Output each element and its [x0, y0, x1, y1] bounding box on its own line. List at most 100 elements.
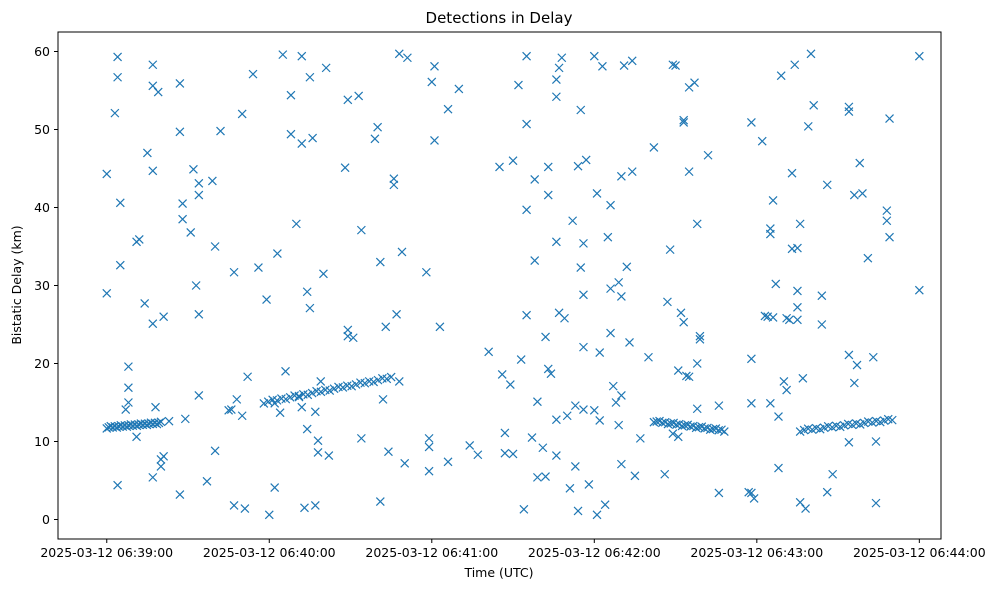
- data-point: [649, 143, 659, 152]
- data-point: [579, 342, 588, 352]
- data-point: [719, 427, 729, 436]
- data-point: [882, 216, 892, 226]
- data-point: [584, 479, 594, 489]
- data-point: [378, 394, 388, 404]
- data-point: [148, 319, 158, 329]
- data-point: [313, 447, 323, 457]
- data-point: [616, 171, 626, 181]
- data-point: [868, 352, 878, 362]
- data-point: [673, 432, 683, 442]
- data-point: [795, 219, 805, 229]
- data-point: [768, 196, 778, 205]
- data-point: [153, 87, 163, 97]
- data-point: [592, 510, 602, 520]
- data-point: [191, 281, 201, 290]
- data-point: [302, 287, 312, 297]
- data-point: [454, 84, 464, 94]
- data-point: [606, 200, 615, 210]
- data-point: [254, 263, 263, 272]
- data-point: [551, 75, 561, 85]
- data-point: [113, 52, 123, 62]
- data-point: [809, 100, 819, 110]
- data-point: [793, 302, 802, 312]
- data-point: [305, 72, 315, 82]
- data-point: [102, 169, 112, 179]
- data-point: [394, 377, 404, 386]
- data-point: [514, 80, 523, 90]
- data-point: [152, 419, 162, 429]
- data-point: [375, 257, 385, 267]
- data-point: [790, 60, 800, 70]
- data-point: [347, 381, 357, 391]
- data-point: [164, 416, 174, 426]
- y-tick-label: 50: [34, 122, 50, 137]
- data-point: [774, 412, 783, 421]
- y-tick-label: 20: [34, 356, 50, 371]
- data-point: [400, 458, 410, 468]
- data-point: [606, 328, 615, 338]
- data-point: [310, 407, 320, 417]
- data-point: [303, 390, 313, 400]
- data-point: [532, 397, 542, 407]
- data-point: [473, 450, 483, 460]
- data-point: [589, 51, 599, 61]
- data-point: [148, 472, 158, 482]
- data-point: [673, 366, 683, 375]
- data-point: [668, 429, 678, 439]
- data-point: [765, 398, 775, 408]
- data-point: [541, 472, 550, 482]
- data-point: [530, 256, 540, 265]
- data-point: [313, 436, 323, 446]
- data-point: [123, 398, 133, 407]
- data-point: [324, 451, 334, 460]
- data-point: [305, 303, 315, 313]
- data-point: [579, 290, 588, 300]
- data-point: [159, 312, 169, 322]
- data-point: [760, 311, 770, 321]
- data-point: [386, 372, 396, 382]
- data-point: [714, 488, 724, 498]
- data-point: [885, 232, 894, 242]
- y-tick-label: 0: [42, 512, 50, 527]
- data-point: [803, 121, 813, 131]
- data-point: [194, 178, 204, 188]
- data-point: [148, 166, 158, 176]
- data-point: [757, 136, 767, 146]
- data-point: [551, 92, 561, 102]
- data-point: [373, 375, 383, 385]
- data-point: [644, 352, 653, 362]
- data-point: [676, 308, 686, 318]
- data-point: [871, 437, 881, 446]
- data-point: [402, 53, 412, 63]
- data-point: [551, 237, 561, 247]
- data-point: [216, 126, 225, 136]
- data-point: [849, 378, 859, 388]
- data-point: [660, 469, 670, 479]
- data-point: [424, 433, 434, 443]
- data-point: [570, 401, 580, 411]
- data-point: [508, 156, 518, 166]
- data-point: [668, 60, 678, 70]
- data-point: [680, 420, 690, 430]
- data-point: [606, 284, 615, 294]
- data-point: [427, 77, 437, 87]
- data-point: [627, 56, 637, 66]
- data-point: [300, 503, 309, 513]
- data-point: [325, 386, 335, 395]
- data-point: [360, 378, 370, 388]
- data-point: [579, 238, 588, 248]
- data-point: [356, 433, 366, 443]
- data-point: [527, 433, 537, 443]
- data-point: [692, 359, 702, 368]
- data-point: [614, 420, 624, 430]
- data-point: [175, 79, 185, 88]
- data-point: [343, 325, 353, 335]
- data-point: [522, 310, 532, 320]
- data-point: [319, 269, 328, 279]
- data-point: [543, 162, 553, 172]
- data-point: [695, 334, 705, 344]
- data-point: [686, 422, 695, 431]
- data-point: [281, 394, 291, 404]
